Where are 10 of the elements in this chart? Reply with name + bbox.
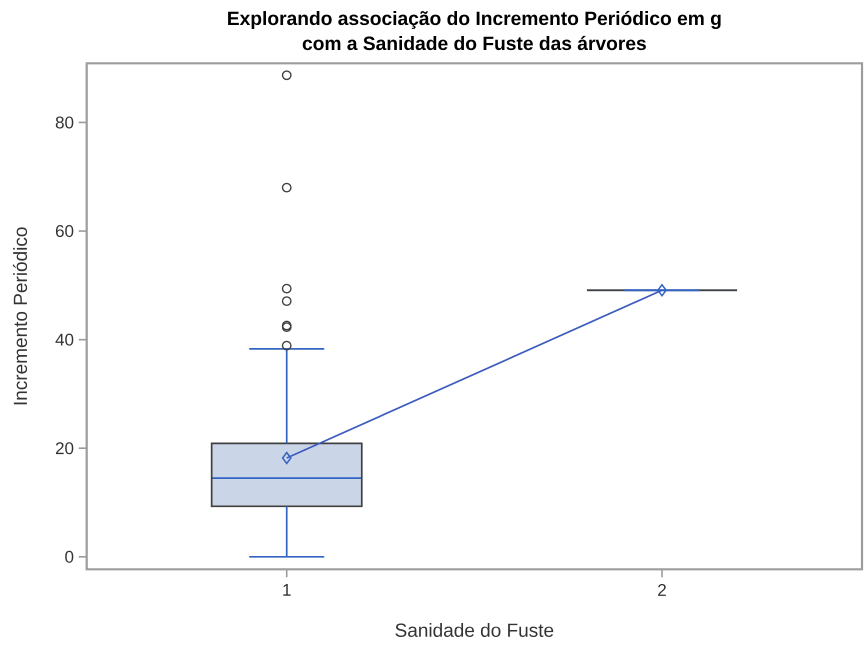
y-axis-title: Incremento Periódico	[12, 227, 28, 404]
y-tick-label: 40	[55, 334, 74, 346]
y-tick-label: 20	[56, 442, 74, 454]
y-tick-label: 60	[56, 225, 74, 238]
x-tick-label: 1	[283, 584, 291, 596]
x-tick-label: 2	[658, 584, 666, 596]
y-tick-label: 0	[65, 550, 74, 563]
x-axis-title: Sanidade do Fuste	[395, 623, 554, 637]
chart-title: Explorando associação do Incremento Periódico em g com a Sanidade do Fuste das árvores	[228, 10, 721, 50]
y-tick-label: 80	[56, 116, 74, 128]
